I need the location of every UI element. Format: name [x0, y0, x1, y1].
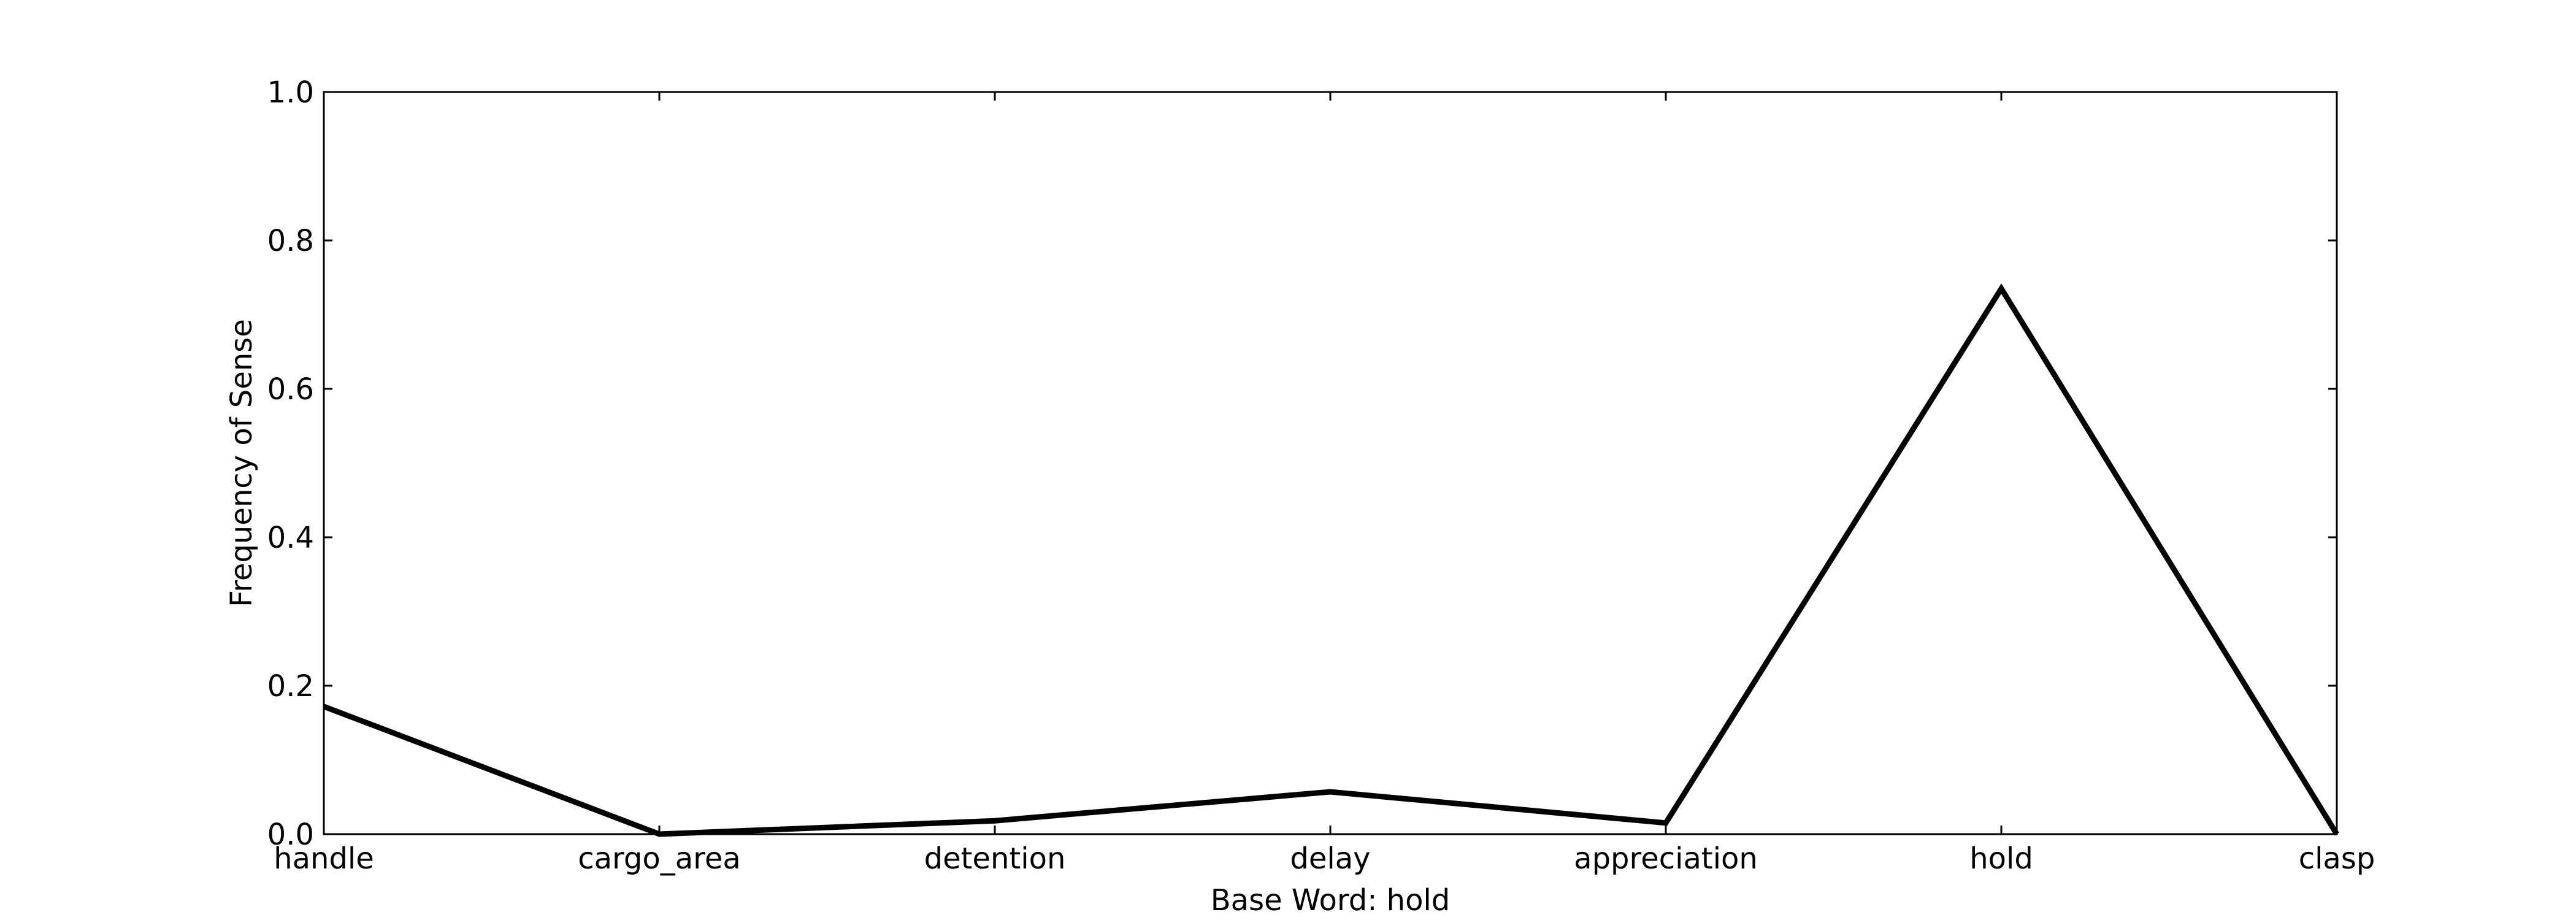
x-tick-label-3: delay — [1290, 841, 1370, 876]
y-tick-label-3: 0.6 — [267, 372, 314, 407]
y-axis: 0.0 0.2 0.4 0.6 0.8 1.0 — [267, 75, 2337, 852]
y-tick-label-2: 0.4 — [267, 521, 314, 555]
y-tick-label-5: 1.0 — [267, 75, 314, 110]
y-tick-label-4: 0.8 — [267, 224, 314, 258]
x-tick-label-5: hold — [1969, 841, 2033, 876]
x-axis: handle cargo_area detention delay appreciati… — [274, 92, 2375, 876]
y-tick-label-1: 0.2 — [267, 669, 314, 703]
series-line — [323, 283, 2339, 837]
y-tick-label-0: 0.0 — [267, 818, 314, 852]
x-tick-label-1: cargo_area — [578, 841, 741, 876]
x-axis-label: Base Word: hold — [1211, 883, 1451, 918]
x-tick-label-6: clasp — [2299, 841, 2375, 876]
x-tick-label-4: appreciation — [1574, 841, 1758, 876]
x-tick-label-0: handle — [274, 841, 374, 876]
y-axis-label: Frequency of Sense — [224, 319, 259, 607]
x-tick-label-2: detention — [924, 841, 1066, 876]
